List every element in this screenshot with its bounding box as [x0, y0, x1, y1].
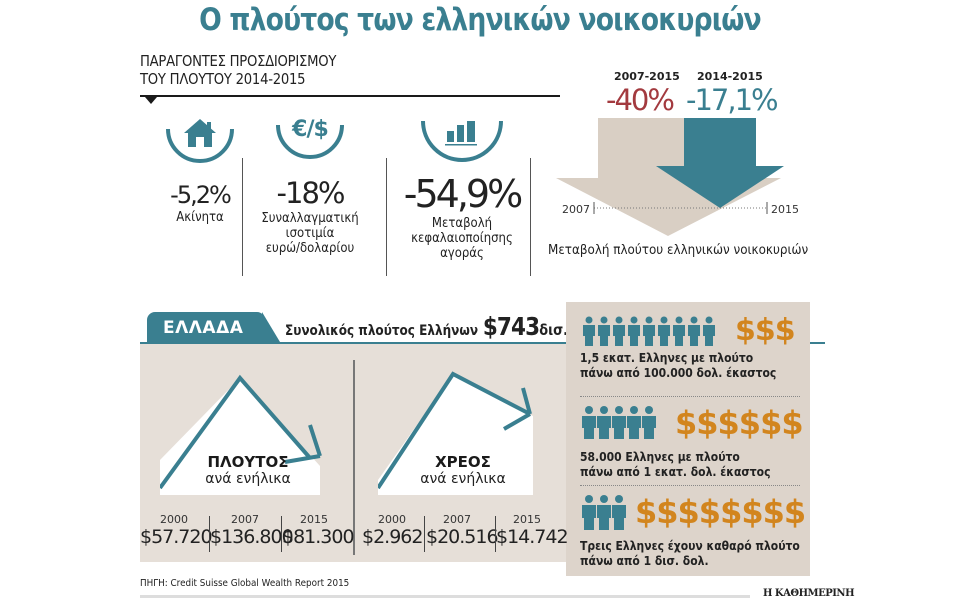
wealth-group-3-text: Τρεις Ελληνες έχουν καθαρό πλούτο πάνω α… — [580, 539, 800, 568]
people-icons-3 — [582, 495, 626, 530]
factors-divider — [140, 95, 560, 97]
group-divider — [580, 396, 800, 397]
debt-label: ΧΡΕΟΣ ανά ενήλικα — [408, 453, 518, 487]
axis-end-year: 2015 — [771, 203, 799, 216]
dollar-icons-3: $$$ — [735, 313, 796, 348]
source-note: ΠΗΓΗ: Credit Suisse Global Wealth Report… — [140, 578, 350, 589]
wealth-groups-panel — [566, 302, 810, 576]
year-divider — [424, 516, 425, 552]
factor-label: Συναλλαγματική ισοτιμία ευρώ/δολαρίου — [261, 211, 359, 256]
greece-tab-edge — [262, 312, 280, 342]
wealth-group-2-text: 58.000 Ελληνες με πλούτο πάνω από 1 εκατ… — [580, 450, 771, 479]
house-icon — [160, 115, 240, 165]
period-value-2007-2015: -40% — [606, 83, 675, 117]
factor-value: -54,9% — [403, 172, 523, 216]
factor-value: -5,2% — [170, 181, 232, 209]
bar-chart-icon — [417, 115, 507, 165]
people-icons-5 — [582, 406, 656, 439]
greece-divider — [140, 342, 825, 344]
wealth-year-2007: 2007 $136.800 — [210, 513, 294, 548]
euro-dollar-icon: €/$ — [270, 115, 350, 165]
greece-tab: ΕΛΛΑΔΑ — [147, 312, 265, 342]
brand-logo: Η ΚΑΘΗΜΕΡΙΝΗ — [763, 588, 855, 599]
period-label-2014-2015: 2014-2015 — [697, 70, 763, 83]
factor-divider — [530, 158, 531, 276]
factor-value: -18% — [276, 176, 346, 210]
debt-year-2015: 2015 $14.742 — [496, 513, 569, 548]
factor-divider — [242, 158, 243, 276]
chart-caption: Μεταβολή πλούτου ελληνικών νοικοκυριών — [548, 243, 809, 258]
wealth-subtitle: ανά ενήλικα — [205, 471, 291, 487]
wealth-trend-icon — [160, 374, 322, 495]
down-arrows-icon — [556, 118, 784, 236]
debt-year-2000: 2000 $2.962 — [362, 513, 423, 548]
wealth-group-1-text: 1,5 εκατ. Ελληνες με πλούτο πάνω από 100… — [580, 351, 777, 380]
triangle-pointer-icon — [145, 97, 157, 104]
period-value-2014-2015: -17,1% — [686, 83, 779, 117]
factor-label: Ακίνητα — [176, 210, 224, 225]
factor-divider — [386, 158, 387, 276]
factors-title-line1: ΠΑΡΑΓΟΝΤΕΣ ΠΡΟΣΔΙΟΡΙΣΜΟΥ — [140, 52, 337, 70]
debt-trend-icon — [378, 371, 533, 495]
group-divider — [580, 485, 800, 486]
total-wealth-unit: δισ. — [539, 321, 569, 339]
year-divider — [209, 516, 210, 552]
total-wealth: Συνολικός πλούτος Ελλήνων $743δισ. — [285, 312, 568, 341]
wealth-title: ΠΛΟΥΤΟΣ — [207, 453, 289, 471]
euro-dollar-glyph: €/$ — [292, 117, 329, 142]
section-divider — [353, 360, 355, 555]
total-wealth-label: Συνολικός πλούτος Ελλήνων — [285, 323, 479, 339]
period-label-2007-2015: 2007-2015 — [614, 70, 680, 83]
wealth-year-2000: 2000 $57.720 — [140, 513, 213, 548]
total-wealth-amount: $743 — [482, 312, 540, 341]
year-divider — [281, 516, 282, 552]
factors-title-line2: ΤΟΥ ΠΛΟΥΤΟΥ 2014-2015 — [140, 70, 306, 88]
factor-market-cap: -54,9% Μεταβολή κεφαλαιοποίησης αγοράς — [392, 115, 532, 261]
debt-subtitle: ανά ενήλικα — [420, 471, 506, 487]
factors-title: ΠΑΡΑΓΟΝΤΕΣ ΠΡΟΣΔΙΟΡΙΣΜΟΥ ΤΟΥ ΠΛΟΥΤΟΥ 201… — [140, 52, 336, 88]
wealth-year-2015: 2015 $81.300 — [282, 513, 355, 548]
page-title: Ο πλούτος των ελληνικών νοικοκυριών — [199, 2, 762, 38]
wealth-label: ΠΛΟΥΤΟΣ ανά ενήλικα — [193, 453, 303, 487]
factor-exchange-rate: €/$ -18% Συναλλαγματική ισοτιμία ευρώ/δο… — [250, 115, 370, 256]
debt-title: ΧΡΕΟΣ — [435, 453, 491, 471]
debt-year-2007: 2007 $20.516 — [426, 513, 499, 548]
dollar-icons-8: $$$$$$$$ — [635, 493, 806, 531]
footer-divider — [140, 595, 750, 598]
axis-start-year: 2007 — [562, 203, 590, 216]
factor-label: Μεταβολή κεφαλαιοποίησης αγοράς — [411, 216, 513, 261]
factor-real-estate: -5,2% Ακίνητα — [155, 115, 245, 225]
year-divider — [495, 516, 496, 552]
people-icons-9 — [583, 316, 715, 346]
dollar-icons-6: $$$$$$ — [675, 404, 804, 442]
